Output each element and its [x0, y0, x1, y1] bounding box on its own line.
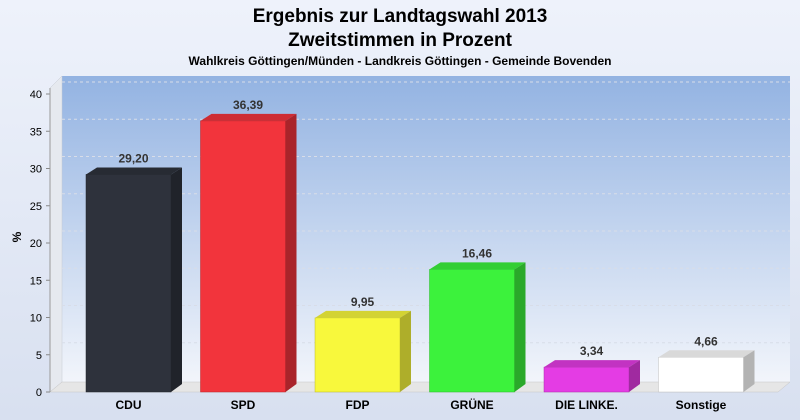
category-label: CDU — [116, 398, 142, 412]
bar-front — [200, 120, 286, 393]
chart-subtitle: Wahlkreis Göttingen/Münden - Landkreis G… — [189, 54, 612, 68]
y-tick-label: 20 — [30, 238, 42, 250]
y-tick-label: 35 — [30, 126, 42, 138]
value-label: 4,66 — [694, 334, 718, 348]
bar-side — [285, 113, 297, 392]
bar-front — [429, 269, 515, 393]
value-label: 9,95 — [351, 295, 375, 309]
category-label: FDP — [346, 398, 370, 412]
value-label: 16,46 — [462, 246, 492, 260]
chart-title: Ergebnis zur Landtagswahl 2013 — [253, 6, 548, 27]
y-tick-label: 40 — [30, 89, 42, 101]
y-tick-label: 5 — [36, 350, 42, 362]
value-labels: 29,20 36,39 9,95 16,46 3,34 4,66 — [118, 98, 718, 358]
bar-side — [743, 350, 755, 392]
category-label: SPD — [231, 398, 256, 412]
bar-front — [85, 174, 172, 393]
bar-grüne — [429, 262, 526, 393]
bar-side — [514, 262, 526, 392]
bar-front — [314, 317, 401, 393]
category-labels: CDU SPD FDP GRÜNE DIE LINKE. Sonstige — [116, 397, 727, 412]
value-label: 36,39 — [233, 98, 263, 112]
bar-top — [544, 360, 640, 368]
bar-top — [315, 310, 411, 318]
bar-fdp — [314, 310, 411, 393]
chart-title-line2: Zweitstimmen in Prozent — [288, 30, 512, 51]
bar-top — [86, 167, 182, 175]
plot-background — [62, 76, 790, 382]
bar-cdu — [85, 167, 182, 393]
y-tick-label: 15 — [30, 275, 42, 287]
bar-top — [429, 262, 526, 270]
y-axis-label: % — [10, 231, 24, 242]
y-tick-label: 0 — [36, 387, 42, 399]
bars — [85, 113, 755, 393]
bar-front — [543, 366, 630, 393]
y-tick-label: 30 — [30, 164, 42, 176]
bar-die-linke- — [543, 360, 640, 393]
plot-side-wall — [49, 75, 63, 393]
category-label: GRÜNE — [450, 397, 493, 412]
bar-side — [629, 360, 640, 392]
y-axis-ticks: 0 5 10 15 20 25 30 35 40 — [30, 89, 50, 399]
category-label: Sonstige — [676, 398, 727, 412]
bar-side — [171, 167, 182, 392]
y-tick-label: 25 — [30, 201, 42, 213]
bar-front — [658, 357, 744, 393]
y-tick-label: 10 — [30, 313, 42, 325]
bar-sonstige — [658, 350, 755, 393]
bar-top — [658, 350, 755, 358]
value-label: 3,34 — [580, 344, 604, 358]
grid-lines — [62, 81, 790, 344]
bar-top — [200, 113, 297, 121]
category-label: DIE LINKE. — [555, 398, 618, 412]
value-label: 29,20 — [118, 151, 148, 165]
bar-spd — [200, 113, 297, 393]
bar-side — [400, 310, 411, 392]
